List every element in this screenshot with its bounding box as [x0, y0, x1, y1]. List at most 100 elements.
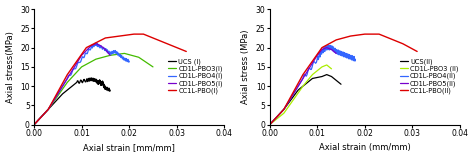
X-axis label: Axial strain (mm/mm): Axial strain (mm/mm) — [319, 143, 410, 152]
CD1L-PBO3 (II) — [324, 64, 329, 66]
CD1L-PBO4(I) — [93, 43, 99, 45]
CC1L-PBO(I) — [150, 37, 156, 39]
CD1L-PBO3(I) — [121, 52, 127, 54]
CD1L-PBO3(I) — [150, 66, 156, 68]
CC1L-PBO(II) — [400, 43, 406, 45]
UCS(II) — [267, 124, 273, 126]
UCS (I) — [31, 124, 37, 126]
Line: CD1L-PBO3(I): CD1L-PBO3(I) — [34, 53, 153, 125]
CD1L-PBO4(I) — [81, 56, 86, 58]
UCS(II) — [281, 108, 287, 110]
CD1L-PBO4(II) — [302, 73, 308, 75]
CD1L-PBO4(II) — [267, 124, 273, 126]
CD1L-PBO5(II) — [281, 108, 287, 110]
CD1L-PBO5(I) — [46, 108, 51, 110]
CC1L-PBO(I) — [117, 35, 122, 37]
CC1L-PBO(II) — [362, 33, 368, 35]
CD1L-PBO3(I) — [136, 56, 142, 58]
CD1L-PBO5(II) — [319, 49, 325, 51]
Legend: UCS (I), CD1L-PBO3(I), CD1L-PBO4(I), CD1L-PBO5(I), CC1L-PBO(I): UCS (I), CD1L-PBO3(I), CD1L-PBO4(I), CD1… — [168, 58, 224, 95]
CC1L-PBO(I) — [64, 74, 70, 76]
CD1L-PBO5(I) — [88, 45, 94, 47]
UCS(II) — [324, 74, 329, 76]
UCS (I) — [89, 77, 94, 79]
CD1L-PBO4(I) — [97, 47, 103, 49]
CD1L-PBO3 (II) — [267, 124, 273, 126]
CC1L-PBO(II) — [347, 35, 353, 37]
CD1L-PBO5(II) — [314, 54, 320, 56]
CC1L-PBO(II) — [300, 74, 306, 76]
CD1L-PBO4(I) — [46, 108, 51, 110]
UCS (I) — [94, 81, 100, 83]
Line: UCS (I): UCS (I) — [34, 78, 110, 125]
UCS (I) — [106, 87, 112, 89]
Line: CC1L-PBO(I): CC1L-PBO(I) — [34, 34, 186, 125]
CC1L-PBO(II) — [376, 33, 382, 35]
CC1L-PBO(I) — [31, 124, 37, 126]
Y-axis label: Axial stress (MPa): Axial stress (MPa) — [241, 30, 250, 104]
Line: CD1L-PBO3 (II): CD1L-PBO3 (II) — [270, 65, 331, 125]
CD1L-PBO3(I) — [64, 81, 70, 83]
Legend: UCS(II), CD1L-PBO3 (II), CD1L-PBO4(II), CD1L-PBO5(II), CC1L-PBO(II): UCS(II), CD1L-PBO3 (II), CD1L-PBO4(II), … — [400, 58, 459, 95]
Line: CD1L-PBO4(I): CD1L-PBO4(I) — [34, 43, 129, 125]
CD1L-PBO4(I) — [102, 49, 108, 51]
Line: CC1L-PBO(II): CC1L-PBO(II) — [270, 34, 417, 125]
CC1L-PBO(I) — [131, 33, 137, 35]
CD1L-PBO5(II) — [333, 52, 339, 54]
CD1L-PBO5(II) — [324, 47, 329, 49]
CC1L-PBO(I) — [83, 47, 89, 49]
Line: CD1L-PBO4(II): CD1L-PBO4(II) — [270, 45, 356, 125]
CD1L-PBO5(I) — [31, 124, 37, 126]
CC1L-PBO(I) — [46, 108, 51, 110]
CD1L-PBO3(I) — [79, 66, 84, 68]
CD1L-PBO4(II) — [353, 58, 358, 60]
CD1L-PBO3(I) — [31, 124, 37, 126]
CD1L-PBO5(I) — [93, 43, 99, 45]
UCS (I) — [96, 82, 102, 84]
X-axis label: Axial strain [mm/mm]: Axial strain [mm/mm] — [83, 143, 175, 152]
CD1L-PBO3 (II) — [281, 112, 287, 114]
CD1L-PBO5(I) — [98, 45, 103, 47]
CC1L-PBO(II) — [386, 37, 392, 39]
CD1L-PBO4(I) — [31, 124, 37, 126]
CD1L-PBO4(II) — [311, 61, 317, 62]
CD1L-PBO5(I) — [64, 78, 70, 79]
CD1L-PBO5(I) — [79, 54, 84, 56]
CC1L-PBO(I) — [102, 37, 108, 39]
UCS (I) — [107, 90, 112, 92]
CC1L-PBO(I) — [141, 33, 146, 35]
Line: CD1L-PBO5(II): CD1L-PBO5(II) — [270, 48, 336, 125]
CD1L-PBO4(II) — [325, 47, 330, 49]
CC1L-PBO(II) — [414, 51, 420, 52]
CD1L-PBO4(II) — [343, 54, 348, 56]
CC1L-PBO(I) — [160, 41, 165, 43]
CD1L-PBO3(I) — [107, 54, 113, 56]
CD1L-PBO4(I) — [82, 52, 88, 54]
CD1L-PBO3 (II) — [328, 68, 334, 70]
CC1L-PBO(II) — [333, 39, 339, 41]
CD1L-PBO4(II) — [326, 44, 331, 46]
CD1L-PBO4(II) — [313, 61, 319, 63]
CC1L-PBO(II) — [281, 108, 287, 110]
UCS(II) — [295, 89, 301, 91]
CD1L-PBO5(II) — [300, 78, 306, 79]
Line: CD1L-PBO5(I): CD1L-PBO5(I) — [34, 44, 110, 125]
CD1L-PBO4(I) — [93, 42, 99, 44]
CD1L-PBO3(I) — [46, 108, 51, 110]
UCS (I) — [95, 81, 100, 83]
UCS (I) — [107, 89, 113, 91]
UCS(II) — [338, 83, 344, 85]
UCS(II) — [328, 76, 334, 77]
Y-axis label: Axial stress(MPa): Axial stress(MPa) — [6, 31, 15, 103]
UCS(II) — [310, 78, 315, 79]
CD1L-PBO3 (II) — [310, 74, 315, 76]
CD1L-PBO5(II) — [267, 124, 273, 126]
UCS(II) — [319, 76, 325, 77]
Line: UCS(II): UCS(II) — [270, 75, 341, 125]
CC1L-PBO(II) — [267, 124, 273, 126]
CC1L-PBO(II) — [319, 47, 325, 49]
CD1L-PBO5(II) — [328, 49, 334, 51]
CD1L-PBO4(II) — [338, 51, 344, 52]
CD1L-PBO4(I) — [127, 60, 132, 62]
CD1L-PBO3(I) — [93, 58, 99, 60]
